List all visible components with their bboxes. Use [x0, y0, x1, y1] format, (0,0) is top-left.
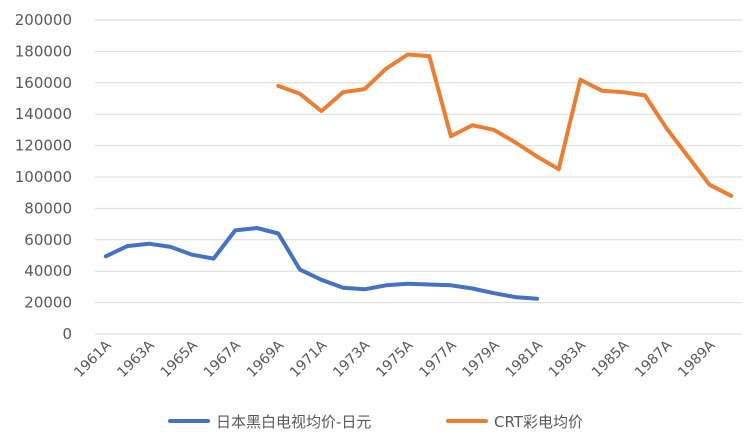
y-tick-label: 40000: [24, 262, 72, 280]
data-point-crt-color-tv: [708, 183, 712, 187]
data-point-crt-color-tv: [492, 128, 496, 132]
legend: 日本黑白电视均价-日元 CRT彩电均价: [168, 413, 583, 431]
data-point-crt-color-tv: [384, 67, 388, 71]
data-point-black-white-tv: [319, 278, 323, 282]
x-tick-label: 1967A: [201, 337, 245, 381]
data-point-crt-color-tv: [470, 123, 474, 127]
data-point-crt-color-tv: [621, 90, 625, 94]
data-point-black-white-tv: [341, 286, 345, 290]
x-tick-label: 1963A: [114, 337, 158, 381]
data-point-black-white-tv: [492, 291, 496, 295]
legend-label-black-white-tv: 日本黑白电视均价-日元: [216, 413, 371, 431]
x-tick-label: 1981A: [503, 337, 547, 381]
data-point-crt-color-tv: [319, 109, 323, 113]
data-point-crt-color-tv: [276, 84, 280, 88]
y-tick-label: 60000: [24, 231, 72, 249]
x-tick-label: 1983A: [546, 337, 590, 381]
x-axis-ticks: 1961A 1963A 1965A 1967A 1969A 1971A 1973A 1975A…: [71, 337, 718, 381]
data-point-black-white-tv: [514, 295, 518, 299]
x-tick-label: 1985A: [589, 337, 633, 381]
data-point-crt-color-tv: [729, 194, 733, 198]
data-point-black-white-tv: [255, 226, 259, 230]
x-tick-label: 1961A: [71, 337, 115, 381]
legend-label-crt-color-tv: CRT彩电均价: [494, 413, 583, 431]
x-tick-label: 1973A: [330, 337, 374, 381]
data-point-black-white-tv: [449, 283, 453, 287]
data-point-black-white-tv: [384, 283, 388, 287]
x-tick-label: 1969A: [244, 337, 288, 381]
data-point-black-white-tv: [363, 287, 367, 291]
data-point-crt-color-tv: [341, 90, 345, 94]
y-tick-label: 20000: [24, 294, 72, 312]
data-point-crt-color-tv: [514, 141, 518, 145]
x-tick-label: 1977A: [416, 337, 460, 381]
y-tick-label: 0: [62, 325, 72, 343]
data-point-crt-color-tv: [298, 92, 302, 96]
data-point-crt-color-tv: [427, 54, 431, 58]
series-line-crt-color-tv: [276, 52, 734, 198]
data-point-black-white-tv: [298, 268, 302, 272]
data-point-black-white-tv: [104, 254, 108, 258]
x-tick-label: 1965A: [158, 337, 202, 381]
data-point-crt-color-tv: [686, 155, 690, 159]
data-point-black-white-tv: [147, 242, 151, 246]
data-point-black-white-tv: [406, 282, 410, 286]
data-point-crt-color-tv: [363, 87, 367, 91]
y-tick-label: 80000: [24, 199, 72, 217]
x-tick-label: 1989A: [675, 337, 719, 381]
data-point-black-white-tv: [427, 283, 431, 287]
y-tick-label: 200000: [15, 11, 72, 29]
y-axis-ticks: 0 20000 40000 60000 80000 100000 120000 140000 1…: [15, 11, 72, 343]
y-tick-label: 120000: [15, 137, 72, 155]
data-point-crt-color-tv: [665, 126, 669, 130]
data-point-black-white-tv: [233, 228, 237, 232]
data-point-black-white-tv: [276, 232, 280, 236]
data-point-black-white-tv: [125, 244, 129, 248]
data-point-black-white-tv: [535, 297, 539, 301]
data-point-crt-color-tv: [406, 53, 410, 57]
series-lines: [103, 52, 734, 301]
series-line-black-white-tv: [103, 226, 540, 301]
data-point-black-white-tv: [190, 253, 194, 257]
data-point-black-white-tv: [212, 257, 216, 261]
y-tick-label: 140000: [15, 105, 72, 123]
data-point-crt-color-tv: [557, 167, 561, 171]
x-tick-label: 1987A: [632, 337, 676, 381]
data-point-black-white-tv: [169, 245, 173, 249]
y-tick-label: 100000: [15, 168, 72, 186]
data-point-crt-color-tv: [449, 134, 453, 138]
x-tick-label: 1975A: [373, 337, 417, 381]
data-point-crt-color-tv: [600, 89, 604, 93]
x-tick-label: 1971A: [287, 337, 331, 381]
y-tick-label: 160000: [15, 74, 72, 92]
x-tick-label: 1979A: [460, 337, 504, 381]
data-point-black-white-tv: [470, 287, 474, 291]
data-point-crt-color-tv: [643, 93, 647, 97]
gridlines: [95, 19, 742, 335]
data-point-crt-color-tv: [535, 155, 539, 159]
data-point-crt-color-tv: [578, 78, 582, 82]
y-tick-label: 180000: [15, 42, 72, 60]
